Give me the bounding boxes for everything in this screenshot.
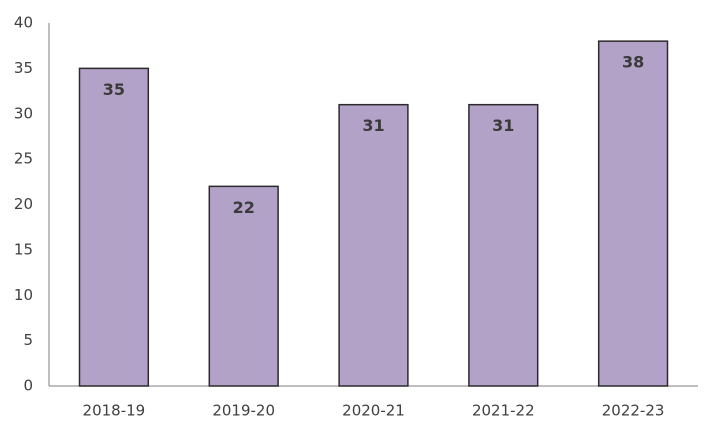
data-label: 22 (233, 198, 255, 217)
data-label: 38 (622, 53, 644, 72)
x-tick-label: 2021-22 (472, 402, 535, 420)
bar (208, 185, 279, 387)
x-tick-label: 2022-23 (602, 402, 665, 420)
bar (468, 103, 539, 387)
y-tick-label: 0 (23, 377, 33, 395)
y-tick-label: 25 (14, 150, 33, 168)
data-label: 31 (492, 116, 514, 135)
y-tick-label: 20 (14, 195, 33, 213)
y-tick-label: 35 (14, 59, 33, 77)
x-tick-label: 2019-20 (212, 402, 275, 420)
bar (78, 67, 150, 387)
y-tick-label: 30 (14, 104, 33, 122)
y-tick-label: 40 (14, 14, 33, 32)
x-tick-label: 2020-21 (342, 402, 405, 420)
x-tick-label: 2018-19 (83, 402, 146, 420)
bar (338, 103, 409, 387)
y-tick-label: 5 (23, 331, 33, 349)
bar (597, 40, 669, 387)
data-label: 31 (362, 116, 384, 135)
data-label: 35 (103, 80, 125, 99)
y-tick-label: 10 (14, 286, 33, 304)
y-tick-label: 15 (14, 240, 33, 258)
